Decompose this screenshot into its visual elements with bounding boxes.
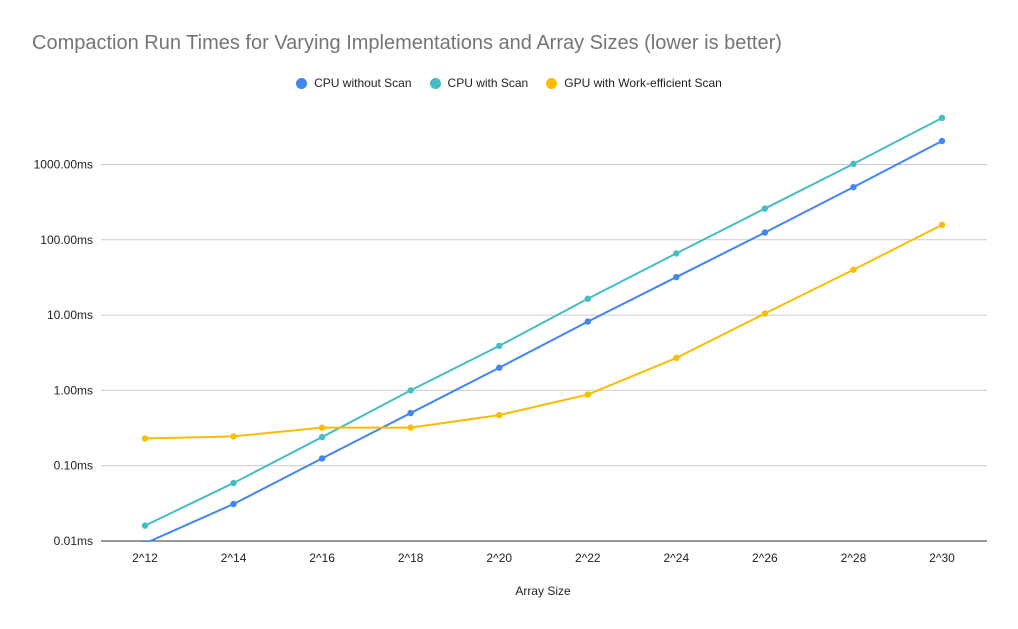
data-point-gpu-with-work-efficient-scan-4[interactable] [496, 411, 503, 419]
legend-marker-cpu-with-scan [429, 77, 441, 89]
series-cpu-without-scan [142, 137, 946, 546]
x-tick-label: 2^22 [575, 551, 601, 565]
x-tick-label: 2^28 [841, 551, 867, 565]
data-point-cpu-with-scan-5[interactable] [584, 295, 591, 302]
data-point-gpu-with-work-efficient-scan-3[interactable] [407, 424, 414, 431]
x-axis-title: Array Size [515, 584, 571, 598]
series-gpu-with-work-efficient-scan [141, 221, 946, 442]
data-point-gpu-with-work-efficient-scan-6[interactable] [673, 354, 680, 362]
data-point-cpu-without-scan-4[interactable] [496, 364, 503, 371]
legend-label-gpu-work-efficient-scan: GPU with Work-efficient Scan [564, 76, 722, 90]
legend-label-cpu-with-scan: CPU with Scan [447, 76, 529, 90]
data-point-cpu-with-scan-9[interactable] [938, 114, 946, 122]
data-point-gpu-with-work-efficient-scan-7[interactable] [761, 310, 769, 317]
data-point-cpu-with-scan-8[interactable] [850, 160, 857, 168]
legend-marker-cpu-without-scan [296, 77, 308, 89]
data-point-cpu-without-scan-9[interactable] [938, 137, 946, 145]
legend-label-cpu-without-scan: CPU without Scan [314, 76, 412, 90]
data-point-gpu-with-work-efficient-scan-8[interactable] [850, 266, 857, 273]
data-point-cpu-without-scan-3[interactable] [407, 409, 414, 417]
data-point-gpu-with-work-efficient-scan-0[interactable] [141, 435, 149, 442]
x-tick-label: 2^30 [929, 551, 955, 565]
data-point-cpu-without-scan-7[interactable] [761, 229, 769, 236]
y-tick-label: 0.10ms [54, 459, 93, 473]
data-point-gpu-with-work-efficient-scan-9[interactable] [938, 221, 946, 229]
data-point-cpu-with-scan-2[interactable] [318, 433, 326, 441]
x-tick-label: 2^18 [398, 551, 424, 565]
data-point-cpu-without-scan-8[interactable] [850, 183, 857, 191]
legend-item-cpu-with-scan[interactable]: CPU with Scan [429, 76, 529, 90]
data-point-cpu-with-scan-6[interactable] [673, 250, 680, 257]
data-point-cpu-without-scan-6[interactable] [673, 273, 680, 281]
y-tick-label: 1000.00ms [34, 158, 93, 172]
x-tick-label: 2^24 [664, 551, 690, 565]
y-tick-label: 0.01ms [54, 534, 93, 548]
data-point-cpu-with-scan-3[interactable] [407, 387, 414, 394]
legend-item-cpu-without-scan[interactable]: CPU without Scan [296, 76, 412, 90]
series-line-gpu-with-work-efficient-scan [144, 223, 943, 440]
data-point-cpu-with-scan-0[interactable] [141, 522, 149, 529]
data-point-cpu-with-scan-1[interactable] [230, 479, 237, 487]
chart-legend: CPU without Scan CPU with Scan GPU with … [0, 74, 1018, 92]
x-tick-label: 2^26 [752, 551, 778, 565]
data-point-gpu-with-work-efficient-scan-5[interactable] [584, 391, 591, 398]
y-tick-label: 1.00ms [54, 383, 93, 397]
data-point-gpu-with-work-efficient-scan-1[interactable] [230, 433, 237, 440]
legend-item-gpu-work-efficient-scan[interactable]: GPU with Work-efficient Scan [546, 76, 722, 90]
chart-title: Compaction Run Times for Varying Impleme… [32, 32, 782, 54]
data-point-cpu-without-scan-0[interactable] [142, 540, 148, 546]
x-tick-label: 2^20 [486, 551, 512, 565]
data-point-gpu-with-work-efficient-scan-2[interactable] [318, 424, 326, 431]
data-point-cpu-without-scan-5[interactable] [584, 318, 591, 325]
legend-marker-gpu-work-efficient-scan [546, 77, 558, 89]
x-tick-label: 2^12 [132, 551, 158, 565]
series-line-cpu-with-scan [144, 117, 943, 527]
data-point-cpu-with-scan-4[interactable] [496, 342, 503, 350]
series-cpu-with-scan [141, 114, 946, 529]
data-point-cpu-without-scan-2[interactable] [318, 455, 326, 462]
data-point-cpu-with-scan-7[interactable] [761, 205, 769, 212]
x-tick-label: 2^14 [221, 551, 247, 565]
y-tick-label: 10.00ms [47, 308, 93, 322]
data-point-cpu-without-scan-1[interactable] [230, 500, 237, 508]
y-tick-label: 100.00ms [40, 233, 93, 247]
x-tick-label: 2^16 [309, 551, 335, 565]
series-line-cpu-without-scan [145, 140, 943, 542]
